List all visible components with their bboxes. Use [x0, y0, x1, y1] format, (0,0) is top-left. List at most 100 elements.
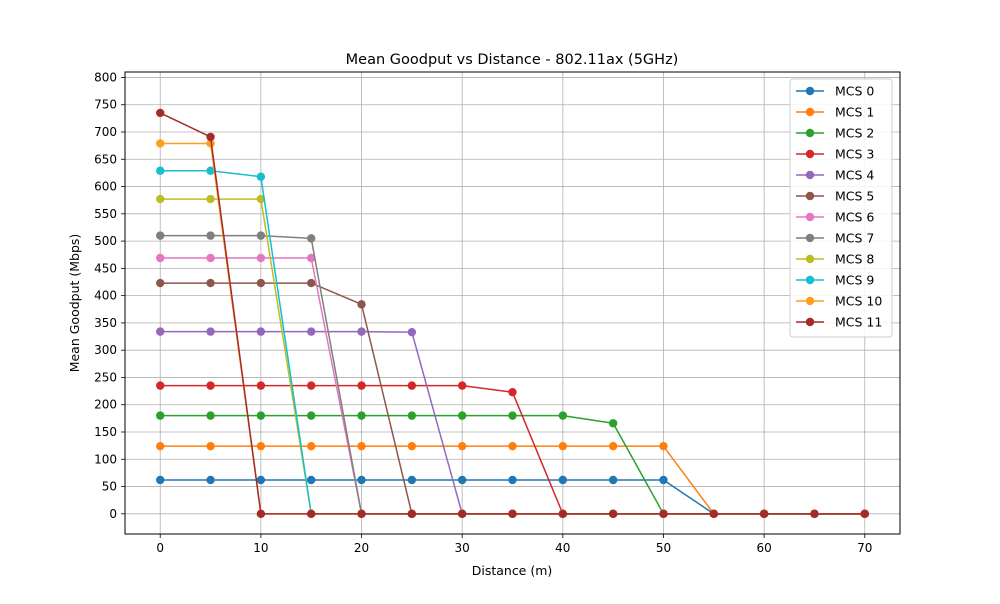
legend-item: MCS 2 — [796, 126, 874, 141]
y-tick-label: 650 — [94, 152, 117, 166]
data-point — [307, 327, 316, 336]
data-point — [156, 278, 165, 288]
data-point — [156, 411, 165, 420]
data-point — [206, 411, 215, 420]
chart-title: Mean Goodput vs Distance - 802.11ax (5GH… — [346, 52, 679, 68]
legend-swatch-marker — [805, 233, 815, 243]
data-point — [156, 475, 165, 485]
legend-swatch-marker — [805, 128, 815, 138]
data-point — [256, 278, 266, 288]
legend-label: MCS 9 — [835, 273, 874, 288]
legend-label: MCS 10 — [835, 294, 882, 309]
y-tick-label: 100 — [94, 452, 117, 466]
data-point — [307, 441, 316, 451]
data-point — [206, 253, 215, 263]
data-point — [206, 381, 215, 390]
series-mcs-7 — [156, 231, 869, 519]
data-point — [206, 132, 215, 142]
data-point — [156, 381, 165, 390]
x-tick-label: 20 — [354, 541, 369, 555]
legend-label: MCS 7 — [835, 231, 874, 246]
data-point — [608, 441, 618, 451]
legend-item: MCS 5 — [796, 189, 874, 204]
data-point — [357, 300, 366, 309]
data-point — [407, 411, 417, 420]
legend-item: MCS 6 — [796, 210, 874, 225]
data-point — [256, 172, 266, 181]
data-point — [659, 441, 668, 451]
data-point — [156, 231, 165, 240]
data-point — [206, 327, 215, 336]
data-point — [357, 509, 366, 519]
data-point — [457, 381, 467, 390]
legend-label: MCS 8 — [835, 252, 874, 267]
data-point — [256, 441, 266, 451]
data-point — [357, 411, 366, 420]
legend-swatch-marker — [805, 212, 815, 222]
data-point — [206, 139, 215, 148]
data-point — [508, 509, 517, 519]
data-point — [457, 509, 467, 519]
legend-label: MCS 6 — [835, 210, 874, 225]
legend-swatch-marker — [805, 191, 815, 201]
data-point — [307, 475, 316, 485]
y-tick-label: 350 — [94, 316, 117, 330]
data-point — [608, 419, 618, 428]
y-tick-label: 700 — [94, 125, 117, 139]
legend: MCS 0 MCS 1 MCS 2 MCS 3 MCS 4 MCS 5 MCS 6 MCS 7… — [789, 78, 893, 338]
data-point — [457, 441, 467, 451]
data-point — [558, 441, 568, 451]
legend-label: MCS 1 — [835, 105, 874, 120]
legend-swatch-marker — [805, 296, 815, 306]
y-tick-label: 800 — [94, 70, 117, 84]
data-point — [659, 475, 668, 485]
data-point — [307, 234, 316, 243]
data-point — [307, 381, 316, 390]
legend-item: MCS 10 — [796, 294, 882, 309]
data-point — [156, 441, 165, 451]
data-point — [206, 475, 215, 485]
y-tick-label: 750 — [94, 98, 117, 112]
data-point — [357, 475, 366, 485]
legend-item: MCS 9 — [796, 273, 874, 288]
x-tick-label: 70 — [857, 541, 872, 555]
series-line — [160, 414, 865, 515]
data-point — [457, 411, 467, 420]
x-tick-label: 60 — [756, 541, 771, 555]
data-point — [256, 253, 266, 263]
data-point — [156, 166, 165, 175]
data-point — [860, 509, 869, 519]
series-line — [160, 234, 865, 515]
legend-label: MCS 0 — [835, 84, 874, 99]
data-point — [508, 475, 517, 485]
legend-item: MCS 3 — [796, 147, 874, 162]
legend-item: MCS 11 — [796, 315, 882, 330]
data-point — [156, 139, 165, 148]
data-point — [407, 327, 417, 337]
data-point — [256, 411, 266, 420]
y-tick-label: 300 — [94, 343, 117, 357]
legend-label: MCS 2 — [835, 126, 874, 141]
data-point — [508, 441, 517, 451]
legend-swatch-marker — [805, 254, 815, 264]
data-point — [759, 509, 769, 519]
data-point — [407, 381, 417, 390]
data-point — [709, 509, 718, 519]
legend-label: MCS 11 — [835, 315, 882, 330]
data-point — [558, 475, 568, 485]
data-point — [357, 441, 366, 451]
x-tick-label: 10 — [253, 541, 268, 555]
series-line — [160, 169, 865, 515]
y-tick-label: 200 — [94, 398, 117, 412]
legend-swatch-marker — [805, 317, 815, 327]
y-tick-label: 150 — [94, 425, 117, 439]
data-point — [307, 278, 316, 288]
legend-swatch-marker — [805, 170, 815, 180]
series-line — [160, 142, 865, 515]
y-tick-label: 500 — [94, 234, 117, 248]
data-point — [307, 509, 316, 519]
x-tick-label: 30 — [455, 541, 470, 555]
data-point — [608, 475, 618, 485]
data-point — [256, 475, 266, 485]
